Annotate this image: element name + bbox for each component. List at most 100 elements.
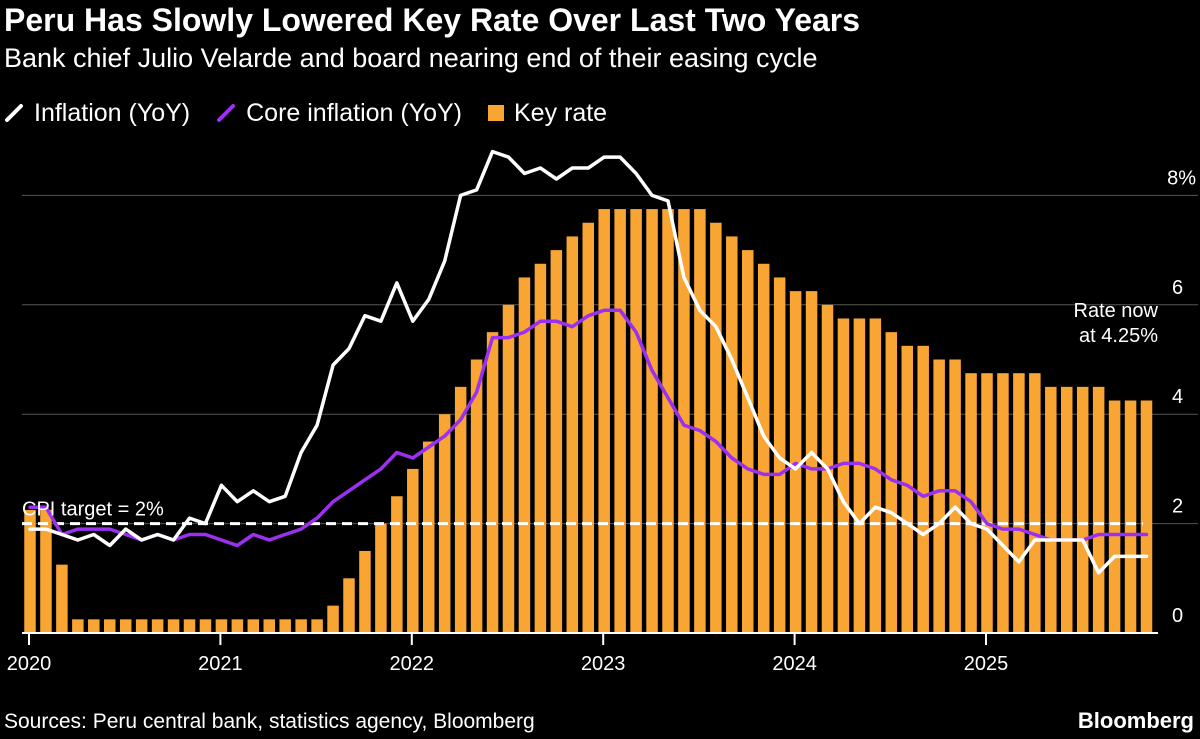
- chart-legend: Inflation (YoY) Core inflation (YoY) Key…: [4, 97, 633, 129]
- key-rate-bar: [72, 619, 84, 633]
- key-rate-bar: [742, 250, 754, 633]
- key-rate-bar: [710, 222, 722, 633]
- key-rate-bar: [518, 277, 531, 633]
- legend-item-key-rate: Key rate: [487, 98, 608, 128]
- key-rate-bar: [56, 564, 68, 634]
- legend-item-core-inflation: Core inflation (YoY): [216, 99, 462, 128]
- key-rate-bar: [231, 619, 244, 633]
- key-rate-bar: [837, 318, 850, 633]
- key-rate-bar: [598, 209, 610, 633]
- x-tick-label: 2025: [964, 653, 1009, 675]
- key-rate-bar: [486, 332, 499, 633]
- key-rate-bar: [997, 373, 1009, 633]
- x-tick-label: 2023: [581, 653, 626, 675]
- key-rate-bar: [215, 619, 228, 633]
- key-rate-bar: [454, 386, 467, 633]
- key-rate-bar: [119, 619, 132, 633]
- label-layer: 0 2 4 6 8% CPI target = 2% 2020 2021 2022 2023 202…: [7, 167, 1196, 675]
- line-slash-icon: [217, 104, 236, 122]
- key-rate-bar: [311, 619, 323, 633]
- key-rate-bar: [423, 441, 435, 633]
- key-rate-bar: [199, 619, 212, 633]
- key-rate-bar: [151, 619, 164, 633]
- key-rate-bar: [247, 619, 260, 633]
- key-rate-bar: [726, 236, 738, 634]
- key-rate-bar: [40, 509, 52, 633]
- key-rate-bar: [1061, 386, 1073, 633]
- key-rate-bar: [343, 578, 355, 633]
- key-rate-bar: [757, 263, 770, 633]
- rate-now-annotation: Rate now: [1074, 300, 1159, 322]
- key-rate-bar: [407, 468, 419, 633]
- key-rate-bar: [1124, 400, 1137, 633]
- chart-title: Peru Has Slowly Lowered Key Rate Over La…: [4, 2, 861, 38]
- y-tick-label: 0: [1172, 605, 1183, 627]
- key-rate-bar: [24, 509, 36, 633]
- key-rate-bar: [1029, 373, 1041, 633]
- key-rate-bar: [614, 209, 626, 633]
- key-rate-bar: [805, 291, 818, 634]
- key-rate-bar: [167, 619, 180, 633]
- key-rate-bar: [183, 619, 196, 633]
- key-rate-bar: [534, 263, 547, 633]
- key-rate-bar: [582, 222, 594, 633]
- key-rate-bar: [869, 318, 882, 633]
- line-slash-icon: [5, 104, 23, 122]
- core-inflation-line: [28, 308, 1149, 548]
- line-layer: [28, 149, 1149, 575]
- key-rate-bar: [104, 619, 116, 633]
- rate-now-annotation: at 4.25%: [1079, 325, 1158, 347]
- key-rate-bar: [88, 619, 100, 633]
- key-rate-bar: [327, 605, 339, 633]
- key-rate-bar: [694, 209, 706, 633]
- key-rate-bar: [646, 209, 658, 633]
- axis-layer: [22, 632, 1158, 645]
- y-tick-label: 6: [1172, 277, 1183, 299]
- key-rate-bar: [949, 359, 961, 633]
- legend-item-inflation: Inflation (YoY): [4, 99, 190, 128]
- key-rate-bar: [853, 318, 866, 633]
- x-tick-label: 2022: [390, 653, 435, 675]
- key-rate-bar: [917, 345, 929, 633]
- key-rate-bar: [566, 236, 579, 634]
- x-tick-label: 2024: [772, 653, 817, 675]
- brand-logo: Bloomberg: [1077, 708, 1194, 733]
- y-tick-label: 4: [1172, 386, 1183, 408]
- cpi-target-label: CPI target = 2%: [22, 499, 164, 521]
- key-rate-bar: [1108, 400, 1121, 633]
- key-rate-bar: [981, 373, 993, 633]
- key-rate-bar: [933, 359, 945, 633]
- key-rate-bar: [375, 523, 387, 633]
- key-rate-bar: [630, 209, 642, 633]
- key-rate-bar: [263, 619, 275, 633]
- source-note: Sources: Peru central bank, statistics a…: [4, 710, 535, 733]
- key-rate-bar: [1092, 386, 1105, 633]
- key-rate-bar: [1140, 400, 1153, 633]
- legend-label-inflation: Inflation (YoY): [34, 98, 191, 127]
- key-rate-bar: [502, 304, 515, 633]
- key-rate-bar: [295, 619, 307, 633]
- key-rate-bar: [279, 619, 291, 633]
- key-rate-bar: [470, 359, 483, 633]
- key-rate-bar: [901, 345, 913, 633]
- key-rate-bar: [359, 550, 371, 633]
- legend-label-core-inflation: Core inflation (YoY): [246, 98, 462, 127]
- key-rate-bar: [391, 496, 403, 633]
- chart-subtitle: Bank chief Julio Velarde and board neari…: [4, 43, 818, 73]
- y-tick-label: 2: [1172, 496, 1183, 518]
- key-rate-bar: [1045, 386, 1057, 633]
- x-tick-label: 2021: [198, 653, 243, 675]
- key-rate-bar: [135, 619, 148, 633]
- y-tick-label: 8%: [1167, 167, 1196, 189]
- key-rate-bar: [1076, 386, 1089, 633]
- x-tick-label: 2020: [7, 653, 52, 675]
- key-rate-bar: [550, 250, 563, 633]
- key-rate-bar: [885, 332, 898, 633]
- key-rate-bar: [662, 209, 674, 633]
- bar-layer: [24, 209, 1153, 634]
- key-rate-bar: [1013, 373, 1025, 633]
- key-rate-bar: [678, 209, 690, 633]
- square-icon: [487, 105, 504, 121]
- legend-label-key-rate: Key rate: [513, 98, 608, 127]
